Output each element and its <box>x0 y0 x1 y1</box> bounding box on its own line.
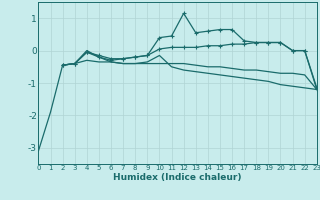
X-axis label: Humidex (Indice chaleur): Humidex (Indice chaleur) <box>113 173 242 182</box>
